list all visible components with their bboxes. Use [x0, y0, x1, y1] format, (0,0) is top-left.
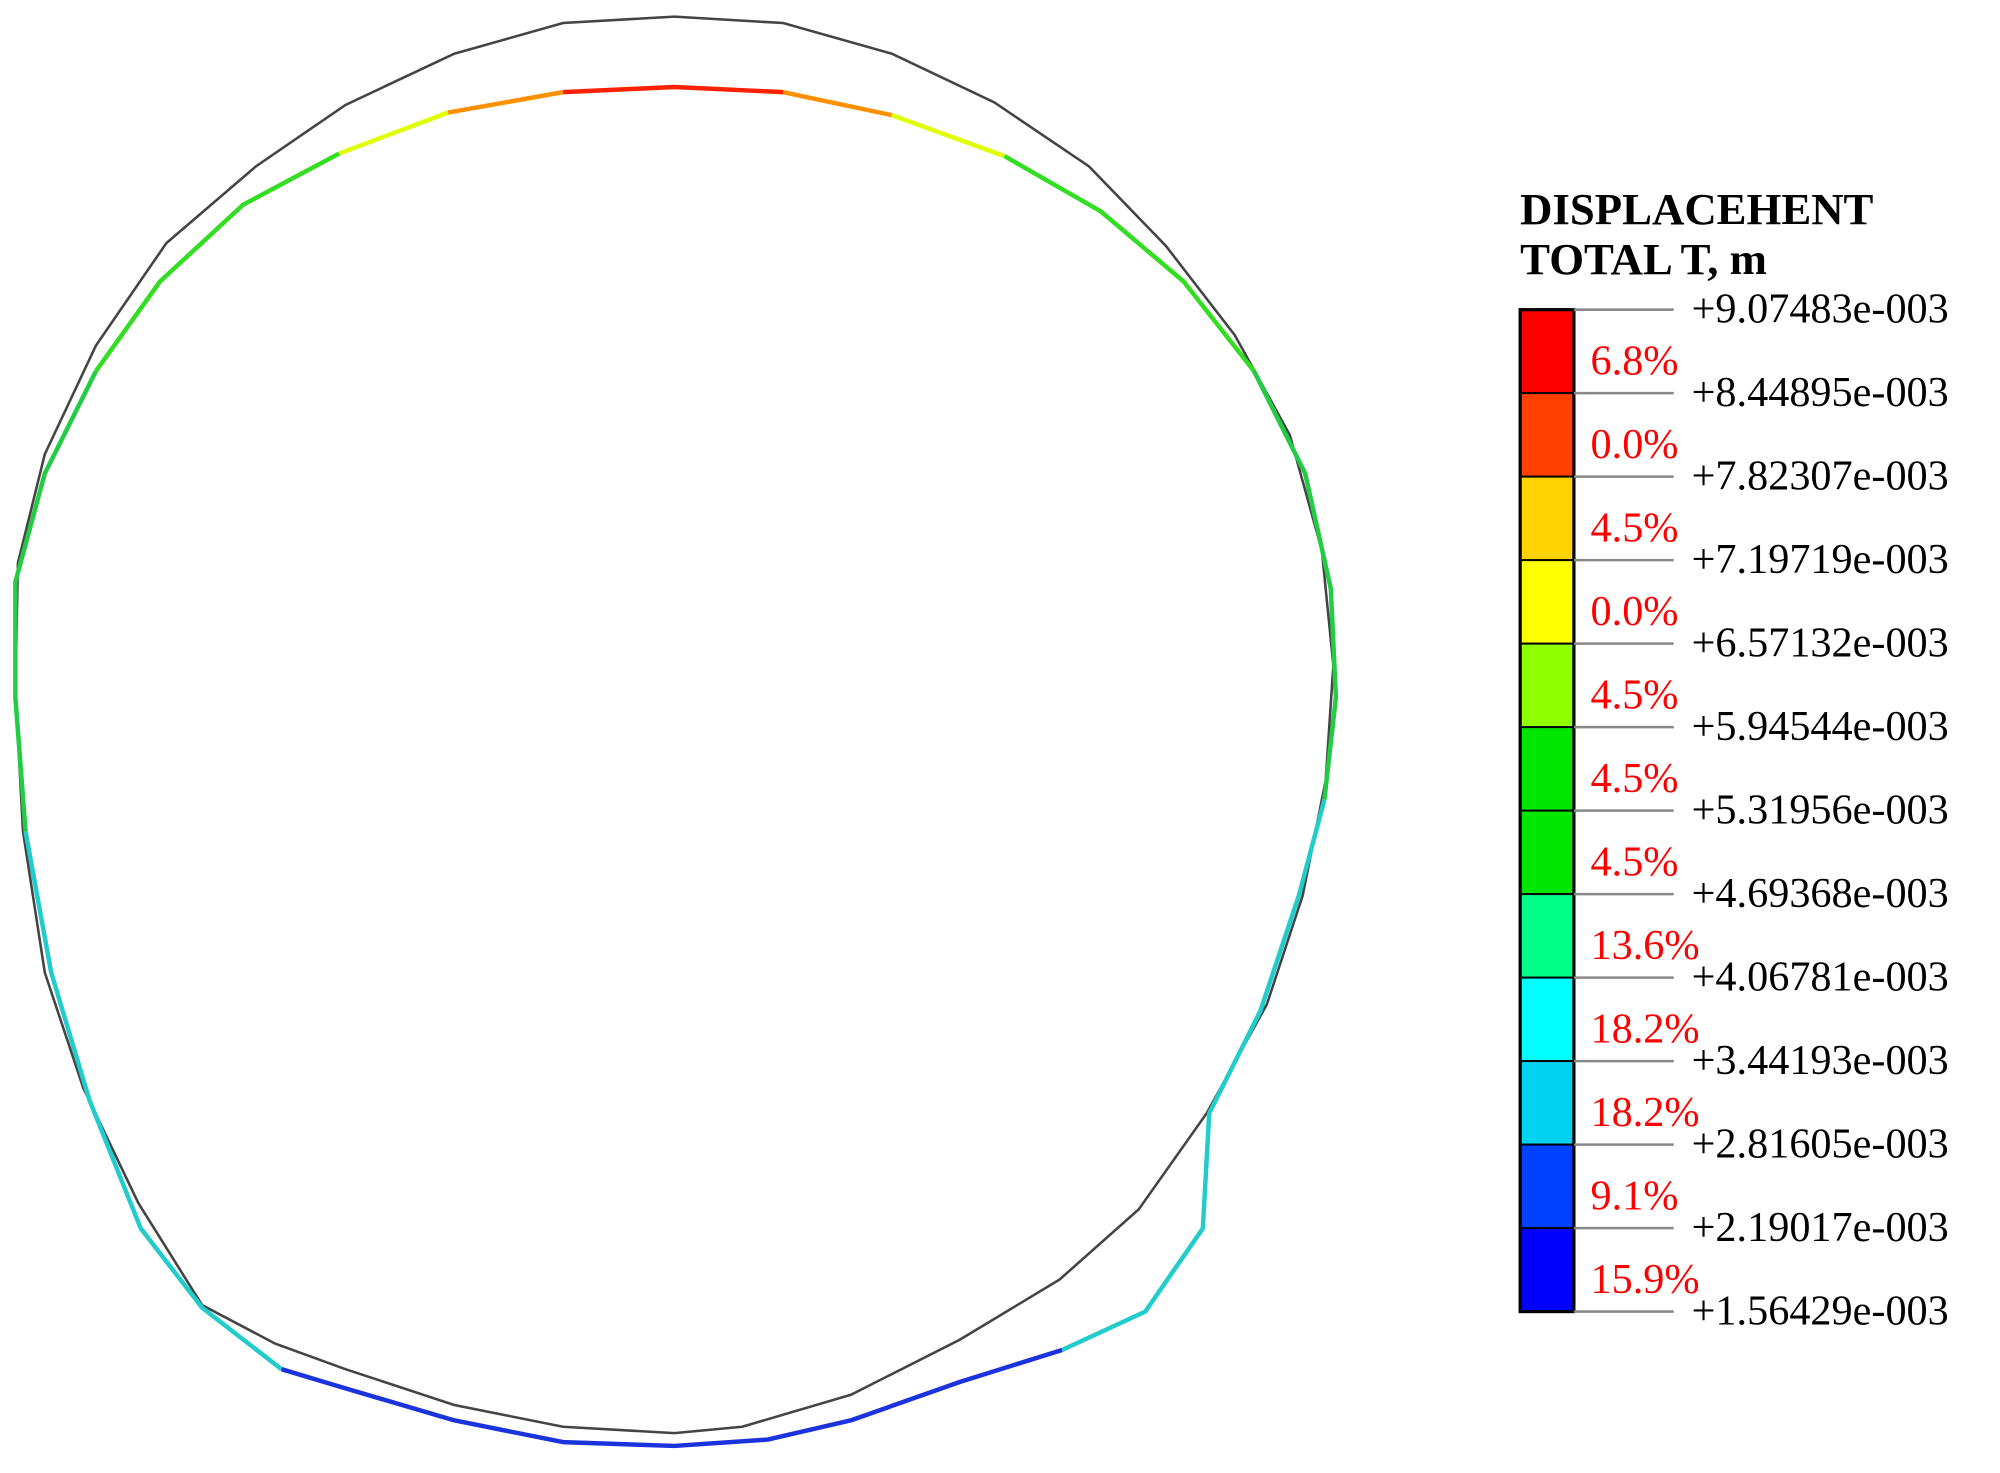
- level-label: +5.31956e-003: [1692, 786, 1949, 833]
- outline-segment: [1003, 154, 1256, 373]
- band-percent: 18.2%: [1591, 1005, 1700, 1052]
- outline-segment: [1061, 799, 1327, 1353]
- color-band: [1519, 1143, 1575, 1230]
- outline-segment: [1252, 370, 1339, 801]
- level-label: +2.81605e-003: [1692, 1120, 1949, 1167]
- color-band: [1519, 1227, 1575, 1313]
- band-percent: 13.6%: [1591, 922, 1700, 969]
- color-band: [1519, 308, 1575, 395]
- band-percent: 4.5%: [1591, 671, 1679, 718]
- outline-segment: [94, 151, 341, 373]
- band-percent: 4.5%: [1591, 838, 1679, 885]
- outline-segment: [782, 89, 893, 118]
- band-percent: 0.0%: [1591, 421, 1679, 468]
- color-band: [1519, 559, 1575, 645]
- legend-title: DISPLACEHENT: [1520, 184, 1873, 234]
- level-label: +4.06781e-003: [1692, 953, 1949, 1000]
- band-percent: 6.8%: [1591, 337, 1679, 384]
- level-label: +1.56429e-003: [1692, 1287, 1949, 1334]
- level-label: +2.19017e-003: [1692, 1204, 1949, 1251]
- color-band: [1519, 976, 1575, 1063]
- level-label: +5.94544e-003: [1692, 703, 1949, 750]
- level-label: +8.44895e-003: [1692, 369, 1949, 416]
- outline-segment: [447, 89, 564, 115]
- deformed-outline: [13, 84, 1339, 1449]
- color-band: [1519, 392, 1575, 478]
- color-band: [1519, 809, 1575, 896]
- band-percent: 4.5%: [1591, 504, 1679, 551]
- color-band: [1519, 642, 1575, 729]
- level-label: +7.19719e-003: [1692, 536, 1949, 583]
- band-percent: 15.9%: [1591, 1256, 1700, 1303]
- level-label: +7.82307e-003: [1692, 452, 1949, 499]
- color-band: [1519, 475, 1575, 562]
- legend-title: TOTAL T, m: [1520, 234, 1767, 284]
- outline-segment: [891, 113, 1006, 159]
- color-band: [1519, 893, 1575, 979]
- color-band: [1519, 726, 1575, 812]
- outline-segment: [23, 831, 283, 1371]
- band-percent: 4.5%: [1591, 755, 1679, 802]
- outline-segment: [13, 370, 98, 832]
- color-band: [1519, 1060, 1575, 1146]
- band-percent: 9.1%: [1591, 1172, 1679, 1219]
- level-label: +9.07483e-003: [1692, 285, 1949, 332]
- level-label: +4.69368e-003: [1692, 870, 1949, 917]
- outline-segment: [562, 84, 784, 95]
- outline-segment: [338, 110, 449, 156]
- band-percent: 0.0%: [1591, 588, 1679, 635]
- band-percent: 18.2%: [1591, 1089, 1700, 1136]
- level-label: +3.44193e-003: [1692, 1037, 1949, 1084]
- outline-segment: [280, 1347, 1063, 1449]
- undeformed-outline: [14, 15, 1335, 1435]
- level-label: +6.57132e-003: [1692, 619, 1949, 666]
